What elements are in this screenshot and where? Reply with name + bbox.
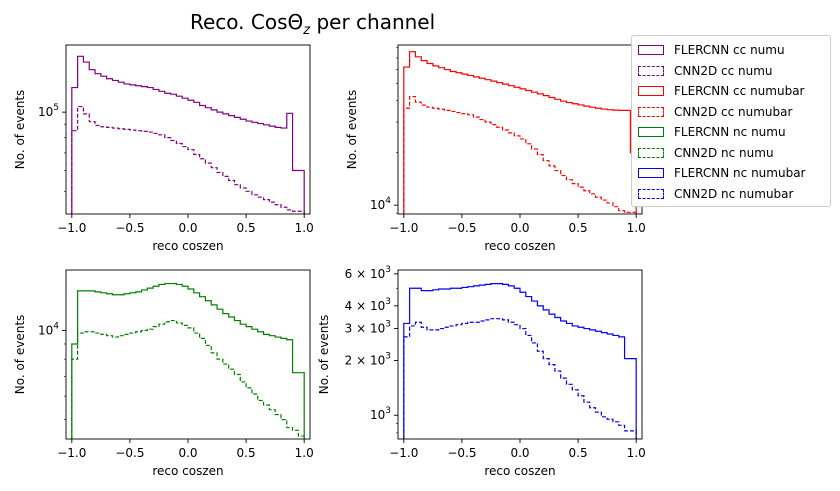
legend-swatch: [638, 106, 664, 117]
legend-item: CNN2D cc numu: [638, 62, 773, 80]
legend-label: FLERCNN cc numu: [674, 43, 785, 57]
x-tick-label: −1.0: [389, 221, 418, 235]
y-tick-label: 104: [38, 321, 59, 337]
x-tick-label: 0.5: [237, 221, 256, 235]
y-tick-label: 103: [370, 406, 391, 422]
series-cnn2d-cc-numu: [71, 105, 305, 214]
y-tick-label: 105: [38, 103, 59, 119]
legend-label: CNN2D nc numu: [674, 145, 774, 160]
x-tick-label: 0.0: [510, 221, 529, 235]
x-tick-label: 1.0: [627, 446, 646, 460]
legend-item: CNN2D nc numu: [638, 144, 774, 162]
y-tick-label: 3 × 103: [345, 320, 391, 336]
legend-label: FLERCNN nc numu: [674, 125, 786, 139]
legend-label: CNN2D cc numu: [674, 63, 773, 78]
x-tick-label: 0.0: [178, 446, 197, 460]
legend-swatch: [638, 45, 664, 55]
legend-swatch: [638, 86, 664, 96]
y-tick-label: 2 × 103: [345, 352, 391, 368]
y-tick-label: 6 × 103: [345, 265, 391, 281]
legend-swatch: [638, 65, 664, 76]
x-tick-label: 0.5: [237, 446, 256, 460]
y-tick-label: 104: [370, 196, 391, 212]
panel-2: −1.0 −0.5 0.0 0.5 1.0 104 reco coszen No. of ev…: [345, 44, 646, 253]
x-tick-label: −1.0: [57, 446, 86, 460]
x-tick-label: 0.5: [569, 446, 588, 460]
x-tick-label: 0.5: [569, 221, 588, 235]
legend-item: FLERCNN cc numubar: [638, 82, 804, 100]
panel-4: −1.0 −0.5 0.0 0.5 1.0 103 2 × 103 3 × 103 4 × 10…: [317, 265, 646, 478]
x-tick-label: 0.0: [178, 221, 197, 235]
legend-item: FLERCNN cc numu: [638, 41, 785, 59]
y-axis-label: No. of events: [317, 315, 331, 395]
x-tick-label: 1.0: [295, 446, 314, 460]
legend-swatch: [638, 188, 664, 199]
x-tick-label: 0.0: [510, 446, 529, 460]
panel-3: −1.0 −0.5 0.0 0.5 1.0 104 reco coszen No. of ev…: [13, 269, 314, 478]
x-axis-label: reco coszen: [484, 239, 555, 253]
x-tick-label: 1.0: [295, 221, 314, 235]
legend-swatch: [638, 147, 664, 158]
legend-swatch: [638, 127, 664, 137]
legend-item: FLERCNN nc numu: [638, 123, 786, 141]
legend-item: CNN2D cc numubar: [638, 103, 792, 121]
legend-item: FLERCNN nc numubar: [638, 164, 805, 182]
axes-frame: [65, 269, 311, 440]
legend-label: CNN2D cc numubar: [674, 104, 793, 119]
y-axis-label: No. of events: [13, 90, 27, 170]
legend: FLERCNN cc numu CNN2D cc numu FLERCNN cc n…: [631, 35, 831, 207]
x-tick-label: 1.0: [627, 221, 646, 235]
legend-item: CNN2D nc numubar: [638, 185, 793, 203]
x-axis-label: reco coszen: [484, 464, 555, 478]
series-flercnn-nc-numubar: [403, 283, 637, 439]
series-cnn2d-nc-numubar: [403, 318, 637, 439]
x-tick-label: −1.0: [57, 221, 86, 235]
series-flercnn-cc-numubar: [403, 51, 637, 214]
x-tick-label: −0.5: [115, 446, 144, 460]
y-tick-label: 4 × 103: [345, 297, 391, 313]
x-tick-label: −0.5: [115, 221, 144, 235]
x-tick-label: −1.0: [389, 446, 418, 460]
legend-label: CNN2D nc numubar: [674, 186, 794, 201]
y-axis-label: No. of events: [345, 90, 359, 170]
panel-1: −1.0 −0.5 0.0 0.5 1.0 105 reco coszen No. of ev…: [13, 44, 314, 253]
legend-label: FLERCNN nc numubar: [674, 166, 806, 180]
series-flercnn-nc-numu: [71, 282, 305, 439]
legend-label: FLERCNN cc numubar: [674, 84, 805, 98]
y-axis-label: No. of events: [13, 315, 27, 395]
axes-frame: [65, 44, 311, 215]
series-flercnn-cc-numu: [71, 55, 305, 214]
figure-title: Reco. CosΘz per channel: [190, 10, 435, 38]
legend-swatch: [638, 168, 664, 178]
x-axis-label: reco coszen: [152, 464, 223, 478]
series-cnn2d-nc-numu: [71, 319, 305, 439]
axes-frame: [397, 44, 643, 215]
axes-frame: [397, 269, 643, 440]
x-tick-label: −0.5: [447, 221, 476, 235]
series-cnn2d-cc-numubar: [403, 95, 637, 214]
x-axis-label: reco coszen: [152, 239, 223, 253]
x-tick-label: −0.5: [447, 446, 476, 460]
